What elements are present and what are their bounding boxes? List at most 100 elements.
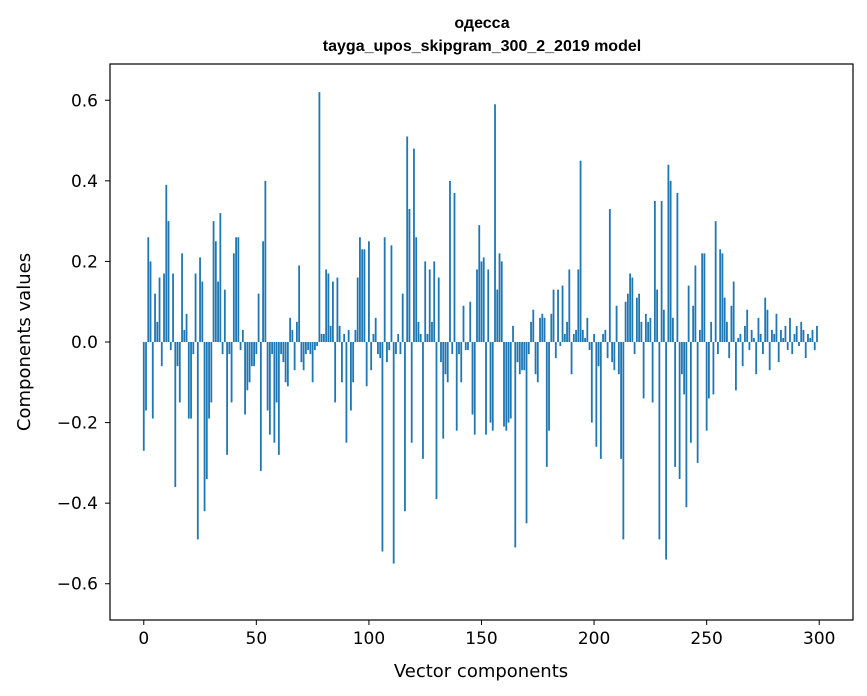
bar-189	[568, 269, 571, 342]
bar-103	[374, 317, 377, 342]
bar-124	[422, 342, 424, 459]
bar-150	[480, 261, 483, 342]
bar-225	[649, 317, 652, 342]
bar-187	[563, 333, 566, 342]
bar-79	[320, 333, 323, 342]
bar-176	[539, 317, 541, 342]
bar-173	[532, 309, 535, 342]
bar-205	[604, 329, 607, 342]
bar-142	[462, 305, 465, 342]
bar-26	[201, 281, 204, 342]
bar-73	[307, 342, 310, 351]
bar-0	[142, 342, 145, 451]
bar-54	[264, 180, 267, 342]
bar-273	[757, 317, 760, 342]
bar-202	[597, 342, 600, 367]
bar-109	[388, 342, 391, 351]
bar-253	[712, 342, 715, 395]
bar-213	[622, 342, 625, 540]
bar-270	[750, 329, 753, 342]
bar-9	[163, 273, 165, 342]
x-tick-label: 100	[353, 629, 385, 649]
bar-151	[482, 257, 485, 342]
bar-12	[169, 342, 172, 351]
bar-216	[629, 273, 631, 342]
bar-242	[687, 285, 690, 342]
bar-276	[764, 297, 767, 342]
bar-127	[428, 269, 431, 342]
x-tick-label: 0	[138, 629, 149, 649]
bar-11	[167, 221, 170, 342]
bar-52	[259, 342, 262, 471]
bar-89	[343, 333, 346, 342]
bar-31	[212, 221, 215, 342]
bar-179	[545, 342, 548, 467]
bar-207	[608, 209, 611, 342]
bar-291	[798, 342, 800, 347]
bar-184	[557, 289, 559, 342]
bar-251	[708, 342, 710, 399]
bar-1	[145, 342, 147, 411]
bar-198	[588, 342, 591, 351]
bar-298	[813, 342, 816, 351]
bar-42	[237, 237, 240, 342]
bar-113	[397, 333, 400, 342]
bar-76	[313, 342, 316, 351]
bar-104	[377, 342, 379, 355]
bar-204	[602, 333, 604, 342]
bar-32	[214, 241, 217, 342]
bar-221	[640, 321, 643, 342]
bar-228	[656, 289, 659, 342]
bar-201	[595, 342, 598, 447]
plot-frame	[109, 63, 854, 621]
bar-130	[435, 342, 438, 500]
bar-211	[617, 342, 620, 375]
bar-4	[151, 342, 154, 419]
bar-84	[332, 281, 334, 342]
y-tick-label: 0.2	[71, 252, 98, 272]
bar-224	[647, 321, 650, 342]
bar-234	[669, 180, 672, 342]
bar-105	[379, 342, 382, 359]
bar-186	[561, 285, 564, 342]
bar-77	[316, 342, 319, 347]
bar-15	[176, 342, 179, 367]
bar-182	[552, 289, 555, 342]
bar-120	[413, 148, 415, 342]
bar-206	[606, 342, 609, 359]
bar-272	[755, 342, 758, 375]
bar-295	[807, 333, 809, 342]
bar-123	[419, 333, 422, 342]
bar-36	[223, 289, 226, 342]
bar-188	[566, 321, 568, 342]
bar-160	[503, 342, 505, 427]
bar-33	[217, 281, 219, 342]
y-axis-label: Components values	[14, 253, 35, 431]
bar-169	[523, 342, 526, 371]
bar-261	[730, 305, 733, 342]
bar-208	[611, 342, 613, 363]
bar-235	[671, 317, 674, 342]
y-tick-label: −0.4	[57, 494, 98, 514]
bar-177	[541, 313, 544, 342]
bar-296	[809, 337, 812, 342]
bar-170	[525, 342, 528, 524]
bar-163	[509, 342, 512, 419]
bar-25	[199, 257, 201, 342]
bar-28	[205, 342, 208, 479]
bar-143	[464, 342, 467, 351]
bar-97	[361, 249, 364, 342]
bar-106	[381, 342, 384, 552]
bar-297	[811, 329, 814, 342]
bar-131	[437, 277, 440, 342]
bar-128	[431, 321, 433, 342]
bar-64	[286, 342, 289, 387]
bar-71	[302, 342, 305, 371]
bar-244	[692, 305, 695, 342]
bar-180	[548, 342, 550, 431]
bar-279	[771, 329, 773, 342]
bar-157	[496, 289, 499, 342]
bar-8	[160, 342, 163, 367]
bar-193	[577, 269, 580, 342]
bar-112	[395, 342, 397, 355]
